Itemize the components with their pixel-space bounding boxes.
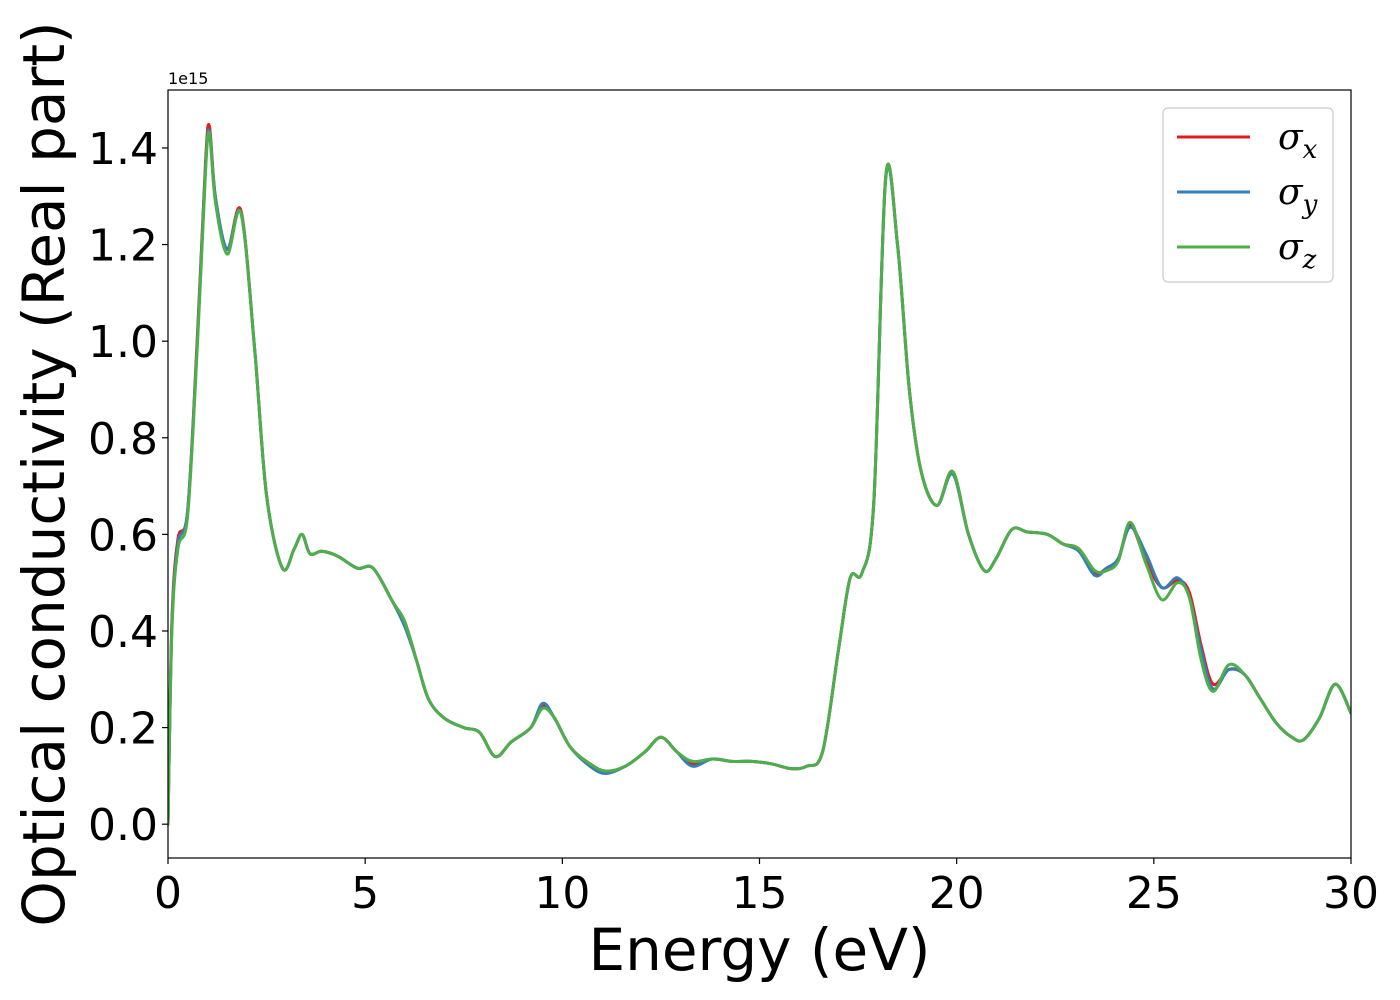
x-tick-label: 20 (929, 868, 985, 919)
x-axis-ticks: 0 5 10 15 20 25 30 (154, 858, 1379, 919)
series-line-z (168, 130, 1351, 826)
y-tick-label: 0.6 (88, 510, 158, 561)
x-axis-title: Energy (eV) (588, 916, 930, 984)
y-offset-label: 1e15 (168, 69, 208, 88)
y-axis-ticks: 0.0 0.2 0.4 0.6 0.8 1.0 1.2 1.4 (88, 124, 168, 851)
legend-label-y: σy (1278, 172, 1318, 220)
y-tick-label: 1.2 (88, 221, 158, 272)
y-tick-label: 0.4 (88, 607, 158, 658)
y-axis-title: Optical conductivity (Real part) (10, 21, 78, 926)
y-tick-label: 0.8 (88, 414, 158, 465)
y-tick-label: 0.2 (88, 704, 158, 755)
x-tick-label: 0 (154, 868, 182, 919)
y-tick-label: 1.0 (88, 317, 158, 368)
plot-area (168, 90, 1351, 858)
legend-label-x: σx (1278, 117, 1318, 165)
x-tick-label: 15 (732, 868, 788, 919)
x-tick-label: 30 (1323, 868, 1379, 919)
legend: σx σy σz (1162, 107, 1334, 283)
legend-label-z: σz (1278, 227, 1317, 275)
x-tick-label: 10 (534, 868, 590, 919)
legend-frame (1162, 107, 1334, 283)
series-layer (168, 123, 1351, 826)
y-tick-label: 0.0 (88, 800, 158, 851)
x-tick-label: 5 (351, 868, 379, 919)
y-tick-label: 1.4 (88, 124, 158, 175)
x-tick-label: 25 (1126, 868, 1182, 919)
